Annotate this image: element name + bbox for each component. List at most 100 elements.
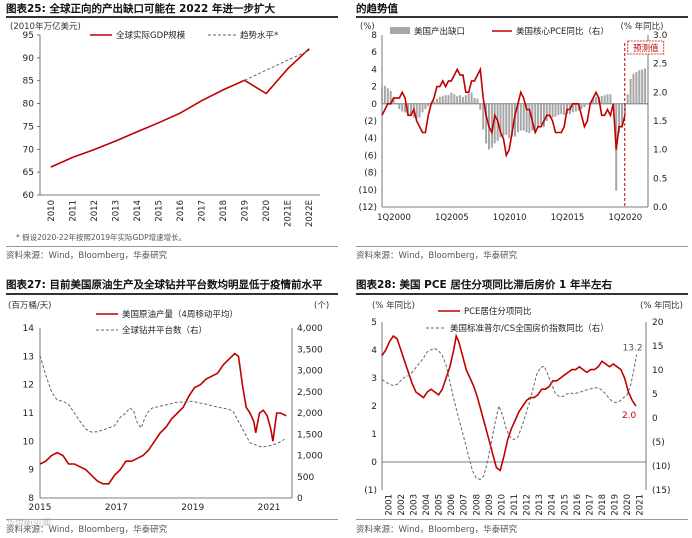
chart26-right-unit: (% 年同比) — [621, 21, 664, 32]
chart25-ytick-label: 95 — [23, 31, 34, 41]
chart26-ytick-label: 0 — [371, 100, 377, 110]
chart26-bar — [424, 103, 427, 109]
chart26-bar — [557, 103, 560, 115]
chart26-bar — [461, 96, 464, 104]
chart28-xtick-label: 2019 — [611, 494, 621, 516]
chart28-series-cs-home-price — [381, 347, 638, 480]
chart26-bar — [580, 103, 583, 109]
chart28-y2tick-label: 0 — [652, 414, 658, 424]
chart27-ytick-label: 13 — [23, 352, 34, 362]
chart26-ytick-label: 2 — [371, 83, 377, 93]
chart26-legend-gap: 美国产出缺口 — [414, 26, 465, 37]
chart26-ytick-label: 4 — [371, 65, 377, 75]
chart28-title-rule — [356, 293, 688, 295]
chart26-bar — [453, 94, 456, 104]
chart26-bar — [540, 103, 542, 125]
chart26-bar — [381, 87, 383, 104]
chart27-ytick-label: 11 — [23, 409, 34, 419]
chart26-bar — [516, 103, 519, 133]
chart28-ytick-label: 0 — [371, 458, 377, 468]
chart25-ytick-label: 60 — [23, 191, 35, 201]
chart25-ytick-label: 90 — [23, 54, 35, 64]
chart26-bar — [421, 103, 424, 113]
chart28-source-rule — [356, 519, 688, 520]
chart25-xtick-label: 2016 — [176, 200, 186, 222]
chart26-bar — [632, 73, 635, 104]
chart28-ytick-label: 5 — [371, 318, 377, 328]
chart28-legend-pce: PCE居住分项同比 — [464, 306, 531, 317]
chart26-bar — [502, 103, 505, 136]
chart26-forecast-label: 预测值 — [633, 43, 659, 54]
chart27-y2tick-label: 1,000 — [297, 452, 323, 462]
chart28-xtick-label: 2005 — [435, 494, 445, 516]
chart25-xtick-label: 2015 — [154, 200, 164, 222]
chart26-ytick-label: (4) — [364, 134, 377, 144]
chart26-forecast-box — [627, 40, 665, 55]
chart26-y2tick-label: 0.5 — [653, 174, 667, 184]
chart26-bar — [459, 95, 462, 104]
chart28-xtick-label: 2003 — [409, 494, 419, 516]
chart25-source-rule — [6, 246, 338, 247]
chart26-bar — [505, 103, 508, 135]
chart26-bar — [626, 94, 629, 104]
chart26-ytick-label: (6) — [364, 151, 377, 161]
chart27-y2tick-label: 500 — [297, 473, 314, 483]
chart28-y2tick-label: 20 — [652, 318, 664, 328]
chart26-bar — [629, 78, 632, 104]
chart27-xtick-label: 2017 — [105, 503, 128, 513]
chart26-bar — [383, 85, 386, 104]
chart26-bar — [392, 96, 395, 104]
chart26-bar — [389, 90, 392, 104]
chart27-svg: (百万桶/天) (个) 8 9 10 11 12 13 14 0 500 1,000 1,500 2,00… — [8, 300, 329, 513]
chart25-xtick-label: 2020 — [262, 200, 272, 222]
chart26-bar — [600, 96, 603, 104]
chart28-xtick-label: 2014 — [548, 494, 558, 516]
chart26-bar — [577, 103, 580, 111]
chart26-panel: (%) (% 年同比) (12) (10) (8) (6) (4) (2) 0 2 4 6 8 0.0 0.… — [346, 17, 692, 245]
chart26-bar — [407, 103, 409, 115]
chart27-source: 资料来源：Wind，Bloomberg，华泰研究 — [6, 525, 168, 535]
chart27-y2tick-label: 3,000 — [297, 367, 323, 377]
chart25-legend-trend: 趋势水平* — [240, 30, 278, 41]
chart28-y2tick-label: 10 — [652, 366, 664, 376]
chart26-bar — [409, 103, 412, 116]
chart26-bar — [470, 92, 473, 104]
chart25-xtick-label: 2021E — [284, 200, 294, 227]
chart26-ytick-label: 8 — [371, 31, 377, 41]
chart27-legend-rigs: 全球钻井平台数（右） — [122, 325, 207, 336]
chart28-ytick-label: 1 — [371, 430, 377, 440]
chart27-y2tick-label: 3,500 — [297, 345, 323, 355]
chart26-bar — [493, 103, 496, 144]
chart26-bar — [586, 103, 589, 105]
chart27-y2tick-label: 2,000 — [297, 409, 323, 419]
watermark: 华尔街见闻 — [6, 519, 52, 529]
chart28-xtick-label: 2021 — [636, 494, 646, 516]
chart28-xtick-label: 2006 — [447, 494, 457, 516]
chart26-title-rule — [356, 16, 688, 18]
chart27-xtick-label: 2015 — [29, 503, 52, 513]
chart26-y2tick-label: 2.0 — [653, 88, 668, 98]
chart26-bar — [418, 103, 421, 118]
chart26-source: 资料来源：Wind，Bloomberg，华泰研究 — [356, 251, 518, 261]
chart26-bar — [386, 88, 389, 104]
chart26-bar — [464, 95, 467, 104]
chart28-xtick-label: 2017 — [585, 494, 595, 516]
chart26-bar — [537, 103, 540, 128]
chart28-xtick-label: 2009 — [485, 494, 495, 516]
chart26-ytick-label: (10) — [359, 186, 377, 196]
chart25-xtick-label: 2011 — [68, 200, 78, 222]
chart26-left-unit: (%) — [360, 22, 375, 32]
chart26-bar — [444, 95, 447, 104]
chart28-ytick-label: 2 — [371, 402, 377, 412]
chart26-y2tick-label: 1.0 — [653, 146, 668, 156]
chart28-xtick-label: 2008 — [472, 494, 482, 516]
chart26-bar — [508, 103, 511, 139]
chart27-ytick-label: 12 — [23, 381, 34, 391]
chart28-xtick-label: 2013 — [535, 494, 545, 516]
chart27-series-oil — [39, 352, 287, 485]
chart26-bar — [435, 98, 438, 104]
chart28-xtick-label: 2007 — [460, 494, 470, 516]
chart27-y2tick-label: 1,500 — [297, 430, 323, 440]
chart27-source-rule — [6, 519, 338, 520]
chart26-title: 的趋势值 — [356, 3, 398, 15]
